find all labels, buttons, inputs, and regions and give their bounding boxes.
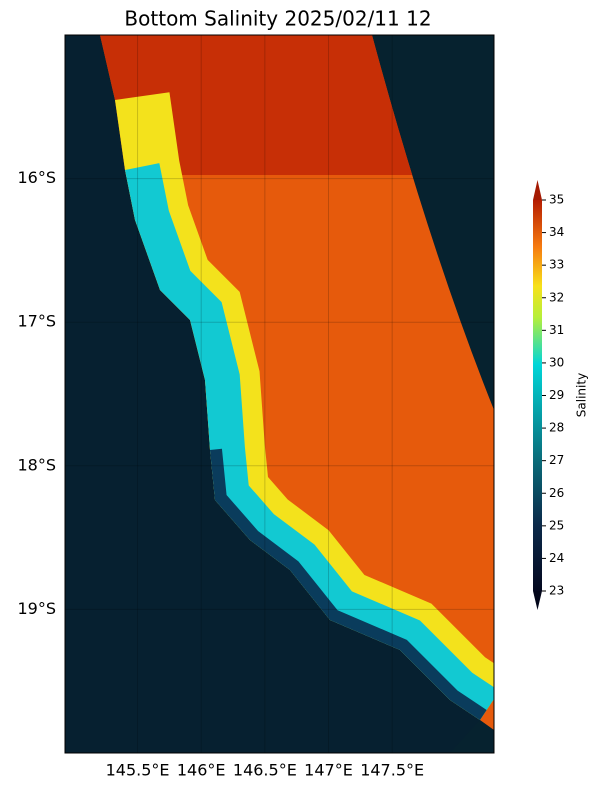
colorbar-label: Salinity bbox=[575, 373, 589, 417]
colorbar-tick-label: 23 bbox=[549, 584, 564, 598]
colorbar bbox=[533, 200, 542, 591]
colorbar-tick-label: 31 bbox=[549, 323, 564, 337]
map-frame bbox=[64, 34, 495, 754]
lat-tick-label: 17°S bbox=[17, 312, 56, 331]
colorbar-tick-label: 34 bbox=[549, 225, 564, 239]
colorbar-tick-label: 30 bbox=[549, 355, 564, 369]
colorbar-tick-label: 32 bbox=[549, 290, 564, 304]
colorbar-tick-label: 25 bbox=[549, 518, 564, 532]
lon-tick-label: 145.5°E bbox=[106, 761, 170, 780]
colorbar-tick-label: 28 bbox=[549, 421, 564, 435]
lat-tick-label: 19°S bbox=[17, 599, 56, 618]
map-image bbox=[65, 35, 494, 753]
lat-tick-label: 16°S bbox=[17, 168, 56, 187]
colorbar-extend-max bbox=[533, 180, 542, 200]
lon-tick-label: 146.5°E bbox=[233, 761, 297, 780]
title: Bottom Salinity 2025/02/11 12 bbox=[124, 7, 431, 31]
lon-tick-label: 146°E bbox=[177, 761, 226, 780]
colorbar-extend-min bbox=[533, 591, 542, 610]
lon-tick-label: 147°E bbox=[304, 761, 353, 780]
colorbar-tick-label: 35 bbox=[549, 193, 564, 207]
colorbar-tick-label: 24 bbox=[549, 551, 564, 565]
lat-tick-label: 18°S bbox=[17, 455, 56, 474]
lon-tick-label: 147.5°E bbox=[360, 761, 424, 780]
colorbar-tick-label: 27 bbox=[549, 453, 564, 467]
colorbar-tick-label: 33 bbox=[549, 258, 564, 272]
colorbar-tick-label: 26 bbox=[549, 486, 564, 500]
colorbar-tick-label: 29 bbox=[549, 388, 564, 402]
